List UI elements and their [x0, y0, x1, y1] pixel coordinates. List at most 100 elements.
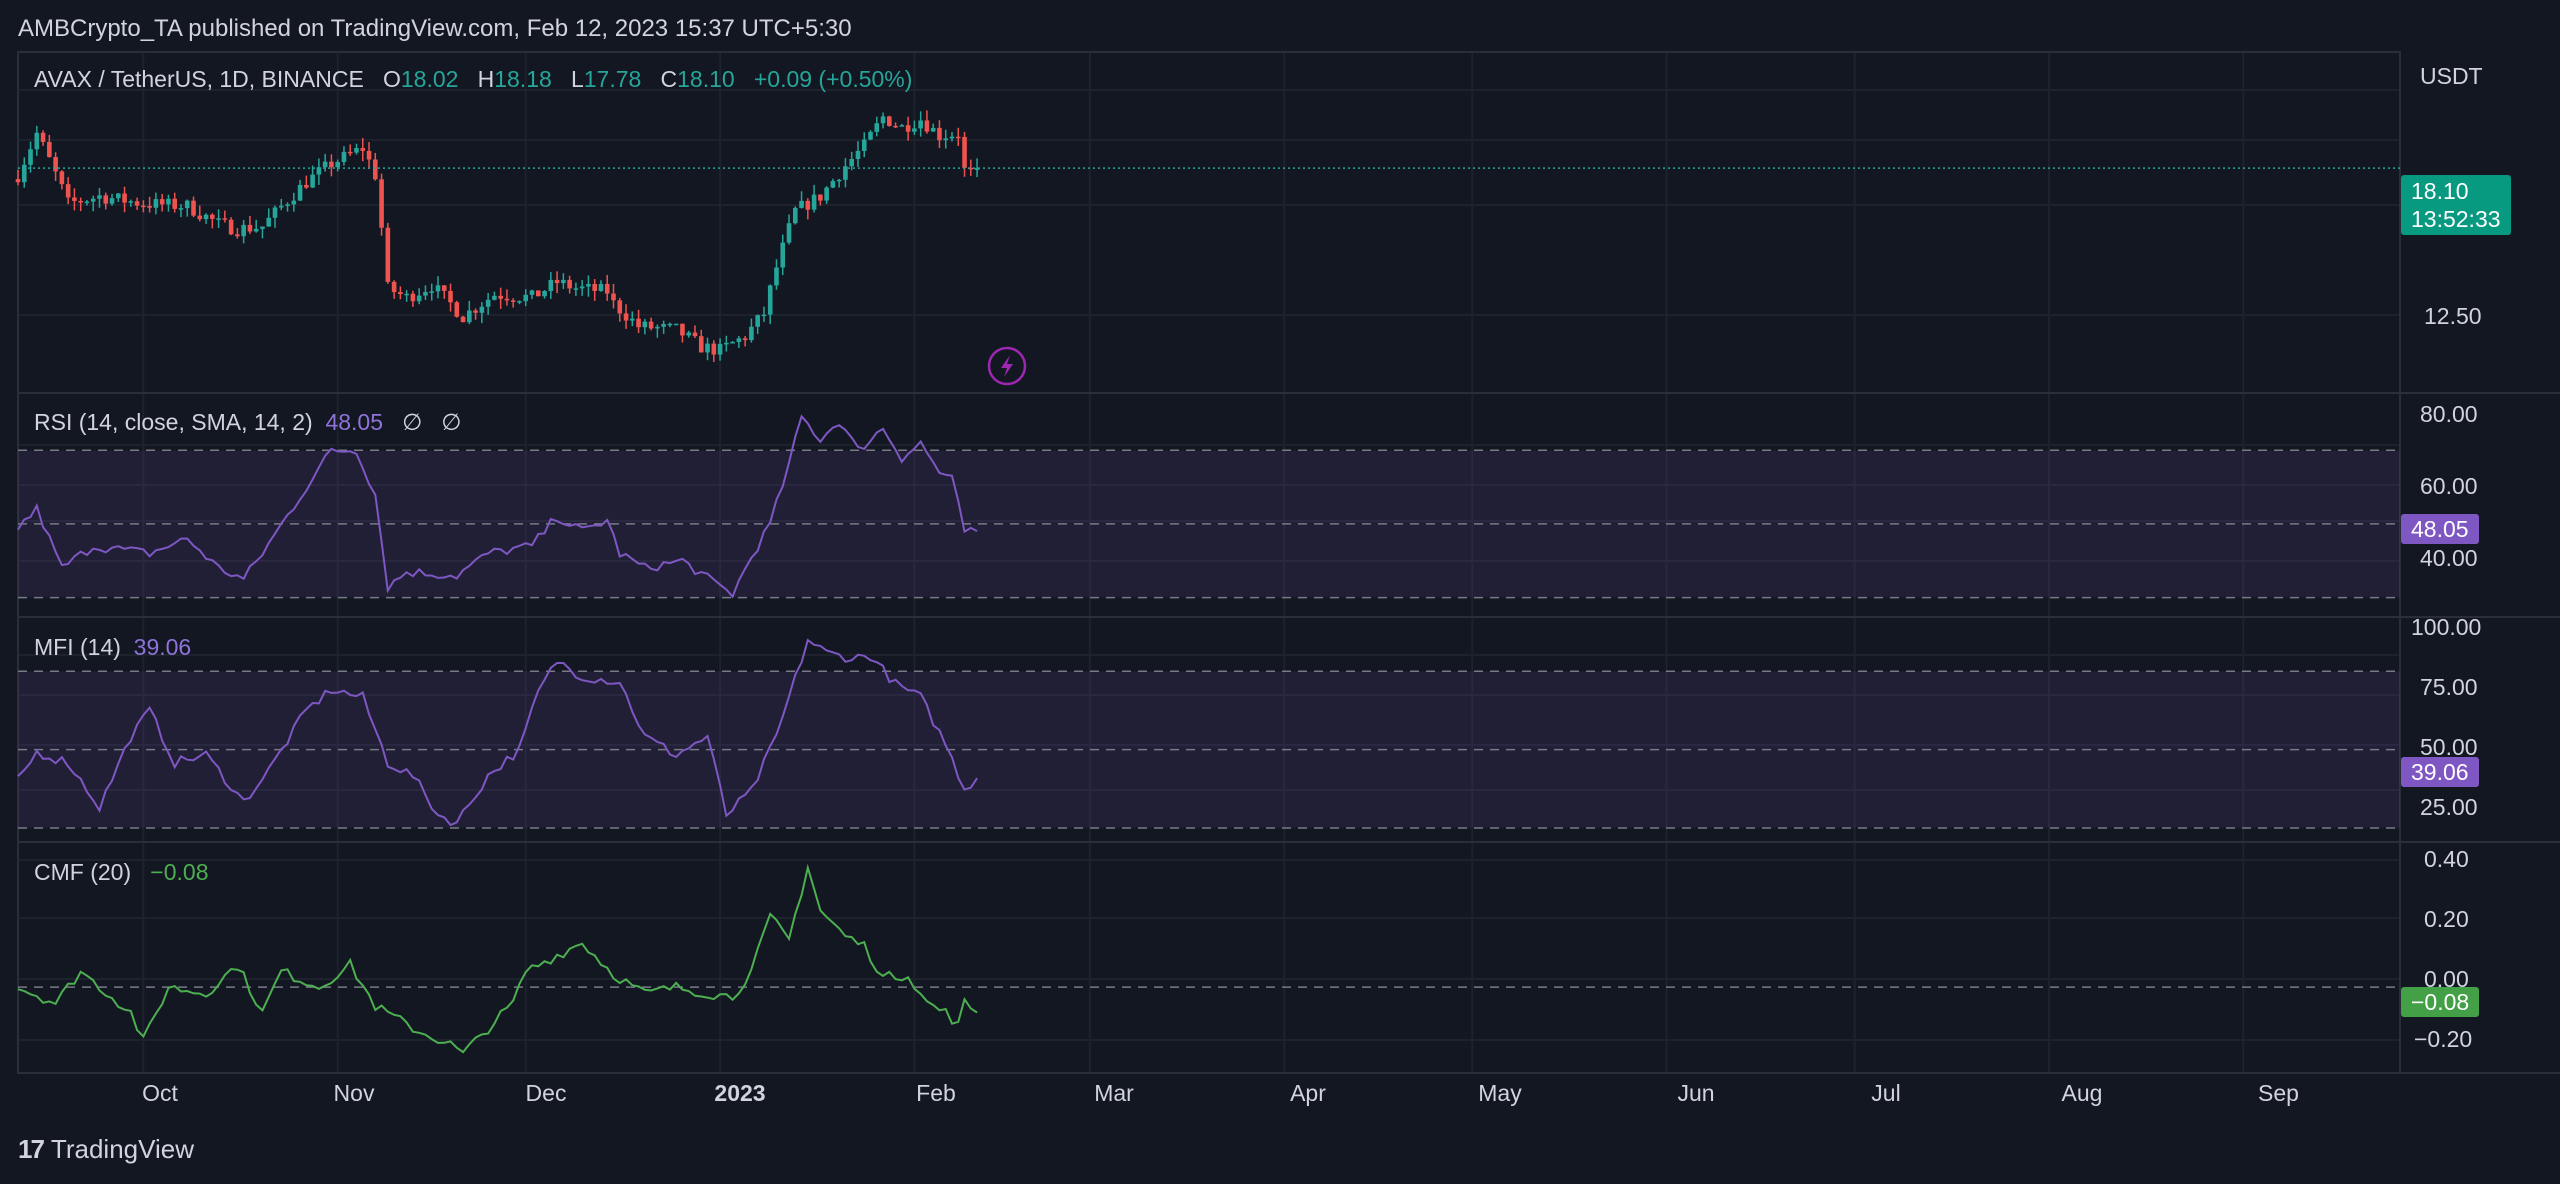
cmf-series-line: [17, 863, 978, 1054]
candle-body: [53, 157, 58, 172]
candle-body: [711, 343, 717, 355]
candle-body: [241, 224, 246, 237]
candle-body: [473, 310, 478, 313]
candle-body: [912, 128, 917, 132]
candle-body: [655, 326, 660, 329]
candle-body: [749, 326, 754, 341]
candle-body: [304, 184, 309, 188]
mfi-series-line: [17, 638, 978, 827]
candle-body: [899, 125, 905, 127]
candle-body: [272, 207, 278, 218]
cmf-badge: −0.08: [2401, 987, 2480, 1017]
candle-body: [617, 300, 623, 314]
candle-body: [955, 136, 961, 139]
candle-body: [730, 341, 735, 344]
candle-body: [391, 281, 397, 293]
open-label: O: [382, 66, 401, 92]
candle-body: [316, 167, 322, 175]
candle-body: [398, 292, 403, 295]
mfi-tick: 100.00: [2411, 614, 2482, 640]
cmf-tick: 0.20: [2424, 906, 2469, 932]
candle-body: [15, 179, 21, 183]
candle-body: [416, 295, 422, 302]
candle-body: [278, 205, 284, 208]
candle-body: [573, 288, 579, 290]
candle-body: [410, 293, 416, 302]
x-tick-label: Apr: [1290, 1080, 1326, 1106]
candle-body: [761, 314, 767, 317]
mfi-tick: 25.00: [2420, 794, 2478, 820]
candle-body: [604, 283, 610, 294]
x-tick-label: 2023: [714, 1080, 766, 1106]
candle-body: [836, 179, 842, 182]
candle-body: [153, 199, 159, 208]
candle-body: [786, 223, 792, 243]
candle-body: [542, 291, 547, 297]
x-tick-label: Sep: [2258, 1080, 2299, 1106]
tradingview-logo-icon: 17: [18, 1134, 45, 1164]
candle-body: [441, 285, 447, 291]
candle-body: [172, 198, 178, 209]
candle-body: [548, 279, 554, 292]
x-tick-label: Feb: [916, 1080, 956, 1106]
candle-body: [780, 242, 786, 268]
candle-body: [159, 199, 165, 205]
candle-body: [636, 318, 641, 328]
candle-body: [460, 316, 466, 323]
candle-body: [78, 200, 83, 203]
mfi-title[interactable]: MFI (14): [34, 634, 121, 660]
candle-body: [366, 150, 372, 160]
lightning-icon: [987, 346, 1027, 386]
candle-body: [974, 168, 980, 170]
candle-body: [692, 332, 698, 337]
candle-body: [109, 198, 115, 204]
candle-body: [59, 171, 65, 185]
candle-body: [623, 313, 629, 321]
candle-body: [253, 228, 259, 232]
tradingview-brand[interactable]: 17 TradingView: [18, 1134, 194, 1165]
candle-body: [880, 116, 886, 124]
candle-body: [247, 224, 253, 232]
candle-body: [341, 151, 347, 162]
last-price-badge: 18.10 13:52:33: [2401, 175, 2511, 235]
candle-body: [755, 315, 760, 327]
symbol-label[interactable]: AVAX / TetherUS, 1D, BINANCE: [34, 66, 364, 92]
rsi-title[interactable]: RSI (14, close, SMA, 14, 2): [34, 409, 313, 435]
candle-body: [379, 179, 384, 228]
candle-body: [630, 318, 635, 321]
currency-label[interactable]: USDT: [2420, 63, 2483, 89]
candle-body: [504, 298, 510, 301]
candle-body: [717, 343, 723, 355]
high-label: H: [477, 66, 495, 92]
x-tick-label: May: [1478, 1080, 1522, 1106]
last-price-value: 18.10: [2411, 178, 2469, 204]
candle-body: [385, 227, 391, 282]
candle-body: [228, 219, 234, 235]
plot-border: [17, 51, 2401, 1074]
candle-body: [830, 181, 836, 188]
cmf-tick: 0.40: [2424, 846, 2469, 872]
candle-body: [818, 194, 823, 201]
x-tick-label: Nov: [333, 1080, 375, 1106]
x-tick-label: Oct: [142, 1080, 178, 1106]
candle-body: [517, 301, 522, 303]
x-tick-label: Jul: [1871, 1080, 1901, 1106]
candle-body: [561, 279, 566, 284]
candle-body: [40, 132, 46, 142]
rsi-value: 48.05: [325, 409, 384, 435]
candle-body: [347, 151, 353, 154]
candle-body: [673, 323, 679, 326]
candle-body: [887, 116, 892, 126]
candle-body: [90, 198, 96, 202]
candle-body: [122, 193, 127, 203]
candle-body: [467, 310, 472, 323]
candle-body: [724, 342, 729, 345]
candle-body: [705, 343, 710, 353]
candle-body: [222, 218, 228, 220]
candle-body: [824, 187, 829, 201]
candle-body: [65, 184, 71, 198]
candle-body: [874, 123, 880, 132]
cmf-title[interactable]: CMF (20): [34, 859, 132, 885]
candle-body: [567, 279, 572, 289]
